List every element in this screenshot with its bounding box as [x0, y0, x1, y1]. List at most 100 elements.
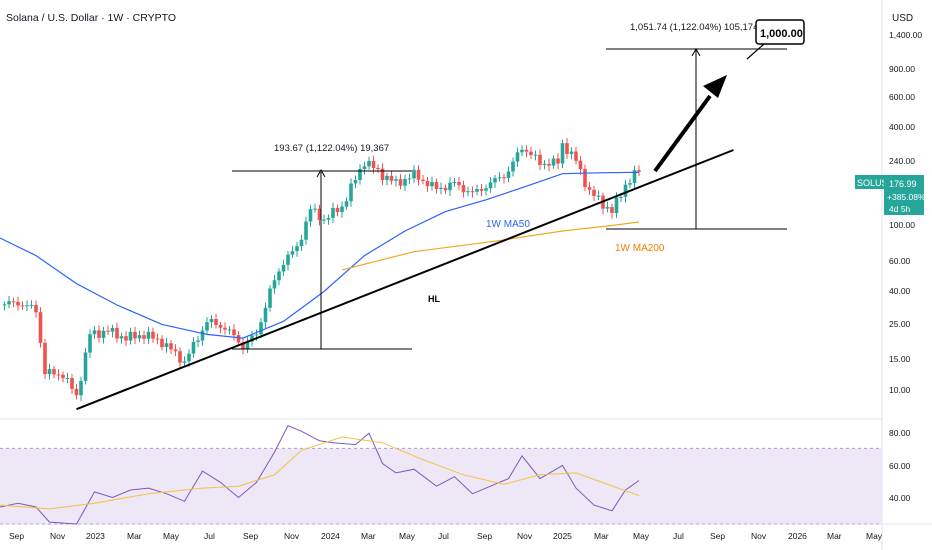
candle	[268, 284, 272, 312]
time-tick: May	[399, 531, 416, 541]
candle	[241, 337, 245, 355]
time-tick: Sep	[243, 531, 258, 541]
candle	[11, 297, 16, 308]
candle	[263, 302, 268, 328]
projection-arrow[interactable]	[653, 75, 727, 173]
candle	[425, 177, 430, 192]
candle	[394, 175, 398, 187]
candle	[502, 173, 506, 184]
ma200-label: 1W MA200	[615, 243, 665, 254]
candle	[29, 300, 34, 309]
candle	[74, 383, 79, 400]
candle	[403, 174, 407, 192]
candle	[466, 186, 470, 197]
time-tick: May	[633, 531, 650, 541]
candle	[556, 153, 560, 170]
candle	[376, 164, 380, 174]
candle	[79, 376, 83, 401]
candle	[448, 177, 452, 196]
candle	[164, 337, 169, 353]
candle	[83, 347, 88, 385]
candle	[191, 337, 196, 358]
candle	[439, 182, 443, 195]
candle	[506, 166, 511, 183]
candle	[475, 184, 479, 196]
price-tick: 900.00	[889, 64, 915, 74]
candle	[385, 172, 389, 186]
candle	[434, 178, 439, 194]
candle	[272, 274, 277, 294]
ma50-line	[0, 171, 640, 339]
time-tick: May	[866, 531, 883, 541]
candle	[178, 347, 182, 369]
candle	[218, 321, 223, 334]
time-tick: 2025	[553, 531, 572, 541]
price-axis[interactable]	[882, 0, 932, 550]
candle	[362, 161, 367, 175]
price-tick: 240.00	[889, 156, 915, 166]
candle	[317, 204, 322, 226]
candle	[308, 204, 313, 228]
candle	[7, 295, 11, 309]
time-tick: Jul	[673, 531, 684, 541]
candle	[200, 326, 205, 346]
measure-tool-2[interactable]: 1,051.74 (1,122.04%) 105,174	[606, 22, 787, 230]
candle	[2, 301, 7, 311]
candle	[281, 259, 286, 276]
candle	[407, 173, 412, 185]
time-tick: 2024	[321, 531, 340, 541]
candle	[592, 185, 596, 202]
candle	[196, 335, 200, 348]
rsi-tick: 80.00	[889, 428, 911, 438]
candle	[488, 177, 493, 193]
price-axis-ticks: 1,400.00 900.00 600.00 400.00 240.00 100…	[889, 30, 922, 395]
hl-trendline	[76, 149, 734, 411]
candle	[151, 327, 155, 343]
candle	[412, 165, 416, 183]
candle	[124, 331, 128, 346]
time-tick: Mar	[361, 531, 376, 541]
candle	[340, 201, 344, 218]
candle	[497, 171, 502, 182]
candle	[223, 322, 227, 335]
time-tick: Nov	[751, 531, 767, 541]
candle	[461, 180, 466, 198]
candle	[295, 241, 299, 257]
rsi-tick: 40.00	[889, 493, 911, 503]
chart-title: Solana / U.S. Dollar · 1W · CRYPTO	[6, 12, 176, 24]
candle	[20, 301, 25, 310]
candle	[70, 374, 74, 395]
candle	[128, 327, 133, 345]
candle	[34, 300, 38, 318]
candle	[560, 139, 565, 169]
candle	[479, 183, 484, 197]
candle	[380, 163, 385, 186]
candle	[142, 330, 146, 345]
candle	[304, 216, 308, 245]
target-callout[interactable]: 1,000.00	[746, 19, 805, 60]
price-tag-countdown: 4d 5h	[889, 204, 911, 214]
measure-tool-1[interactable]: 193.67 (1,122.04%) 19,367	[232, 143, 412, 350]
price-tick: 10.00	[889, 385, 911, 395]
candle	[574, 146, 578, 165]
candle	[511, 157, 515, 177]
candle	[65, 372, 70, 384]
candle	[38, 307, 43, 348]
candle	[605, 201, 610, 213]
candle	[583, 164, 587, 192]
candles-layer	[2, 138, 641, 401]
price-tag-change: +385.08%	[887, 192, 926, 202]
candle	[529, 146, 533, 159]
candle	[533, 150, 538, 161]
time-axis[interactable]: Sep Nov 2023 Mar May Jul Sep Nov 2024 Ma…	[9, 531, 883, 541]
currency-label[interactable]: USD	[892, 13, 913, 24]
candle	[106, 325, 110, 336]
candle	[335, 204, 340, 217]
candle	[520, 145, 524, 157]
candle	[569, 147, 574, 160]
candle	[25, 300, 29, 312]
time-tick: Nov	[284, 531, 300, 541]
last-price-tag: SOLUSD 176.99 +385.08% 4d 5h	[855, 175, 926, 215]
candle	[227, 326, 232, 335]
